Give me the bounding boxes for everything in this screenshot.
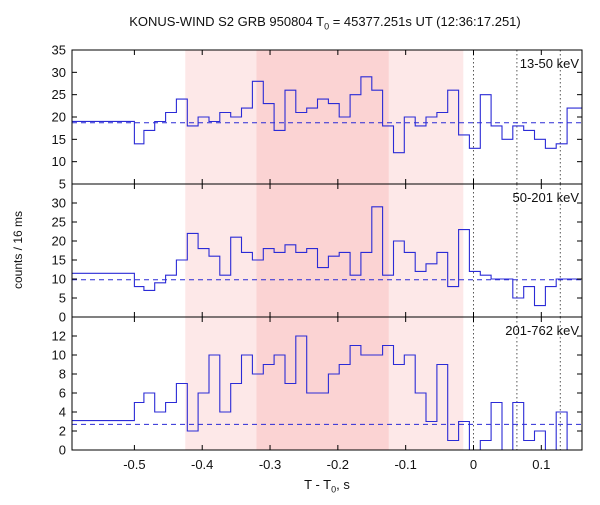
x-tick-label: 0.1 [532,457,550,472]
y-tick-label: 12 [52,329,66,344]
xlabel-text-rest: , s [336,477,350,492]
y-tick-label: 8 [59,367,66,382]
y-tick-label: 15 [52,132,66,147]
x-tick-label: 0 [470,457,477,472]
y-tick-label: 4 [59,405,66,420]
chart-title: KONUS-WIND S2 GRB 950804 T0 = 45377.251s… [60,14,590,32]
energy-band-label-panel-2: 50-201 keV [513,190,580,205]
y-tick-label: 20 [52,110,66,125]
x-tick-label: -0.3 [259,457,281,472]
y-tick-label: 30 [52,65,66,80]
x-tick-label: -0.2 [327,457,349,472]
y-tick-label: 5 [59,291,66,306]
x-tick-label: -0.4 [191,457,213,472]
y-tick-label: 10 [52,272,66,287]
x-tick-label: -0.1 [394,457,416,472]
light-curve-series-panel-2 [72,206,582,307]
energy-band-label-panel-1: 13-50 keV [520,56,580,71]
title-subscript: 0 [324,21,330,32]
y-tick-label: 15 [52,253,66,268]
y-tick-label: 20 [52,234,66,249]
y-tick-label: 25 [52,87,66,102]
panel-frame-3 [71,316,583,451]
y-tick-label: 0 [59,443,66,458]
shaded-interval-2-panel-1 [256,50,389,184]
light-curve-series-panel-1 [72,76,582,154]
shaded-interval-2-panel-2 [256,184,389,317]
x-tick-label: -0.5 [123,457,145,472]
x-axis-label: T - T0, s [72,477,582,495]
energy-band-label-panel-3: 201-762 keV [505,323,579,338]
y-tick-label: 10 [52,154,66,169]
y-tick-label: 5 [59,177,66,192]
y-tick-label: 6 [59,386,66,401]
title-text: KONUS-WIND S2 GRB 950804 T [129,14,325,29]
xlabel-subscript: 0 [331,484,337,495]
y-tick-label: 0 [59,310,66,325]
title-text-rest: = 45377.251s UT (12:36:17.251) [329,14,521,29]
y-tick-label: 35 [52,43,66,58]
shaded-interval-2-panel-3 [256,317,389,450]
y-axis-label: counts / 16 ms [11,210,25,290]
y-tick-label: 30 [52,196,66,211]
y-tick-label: 10 [52,348,66,363]
y-tick-label: 2 [59,424,66,439]
xlabel-text: T - T [304,477,332,492]
y-tick-label: 25 [52,215,66,230]
